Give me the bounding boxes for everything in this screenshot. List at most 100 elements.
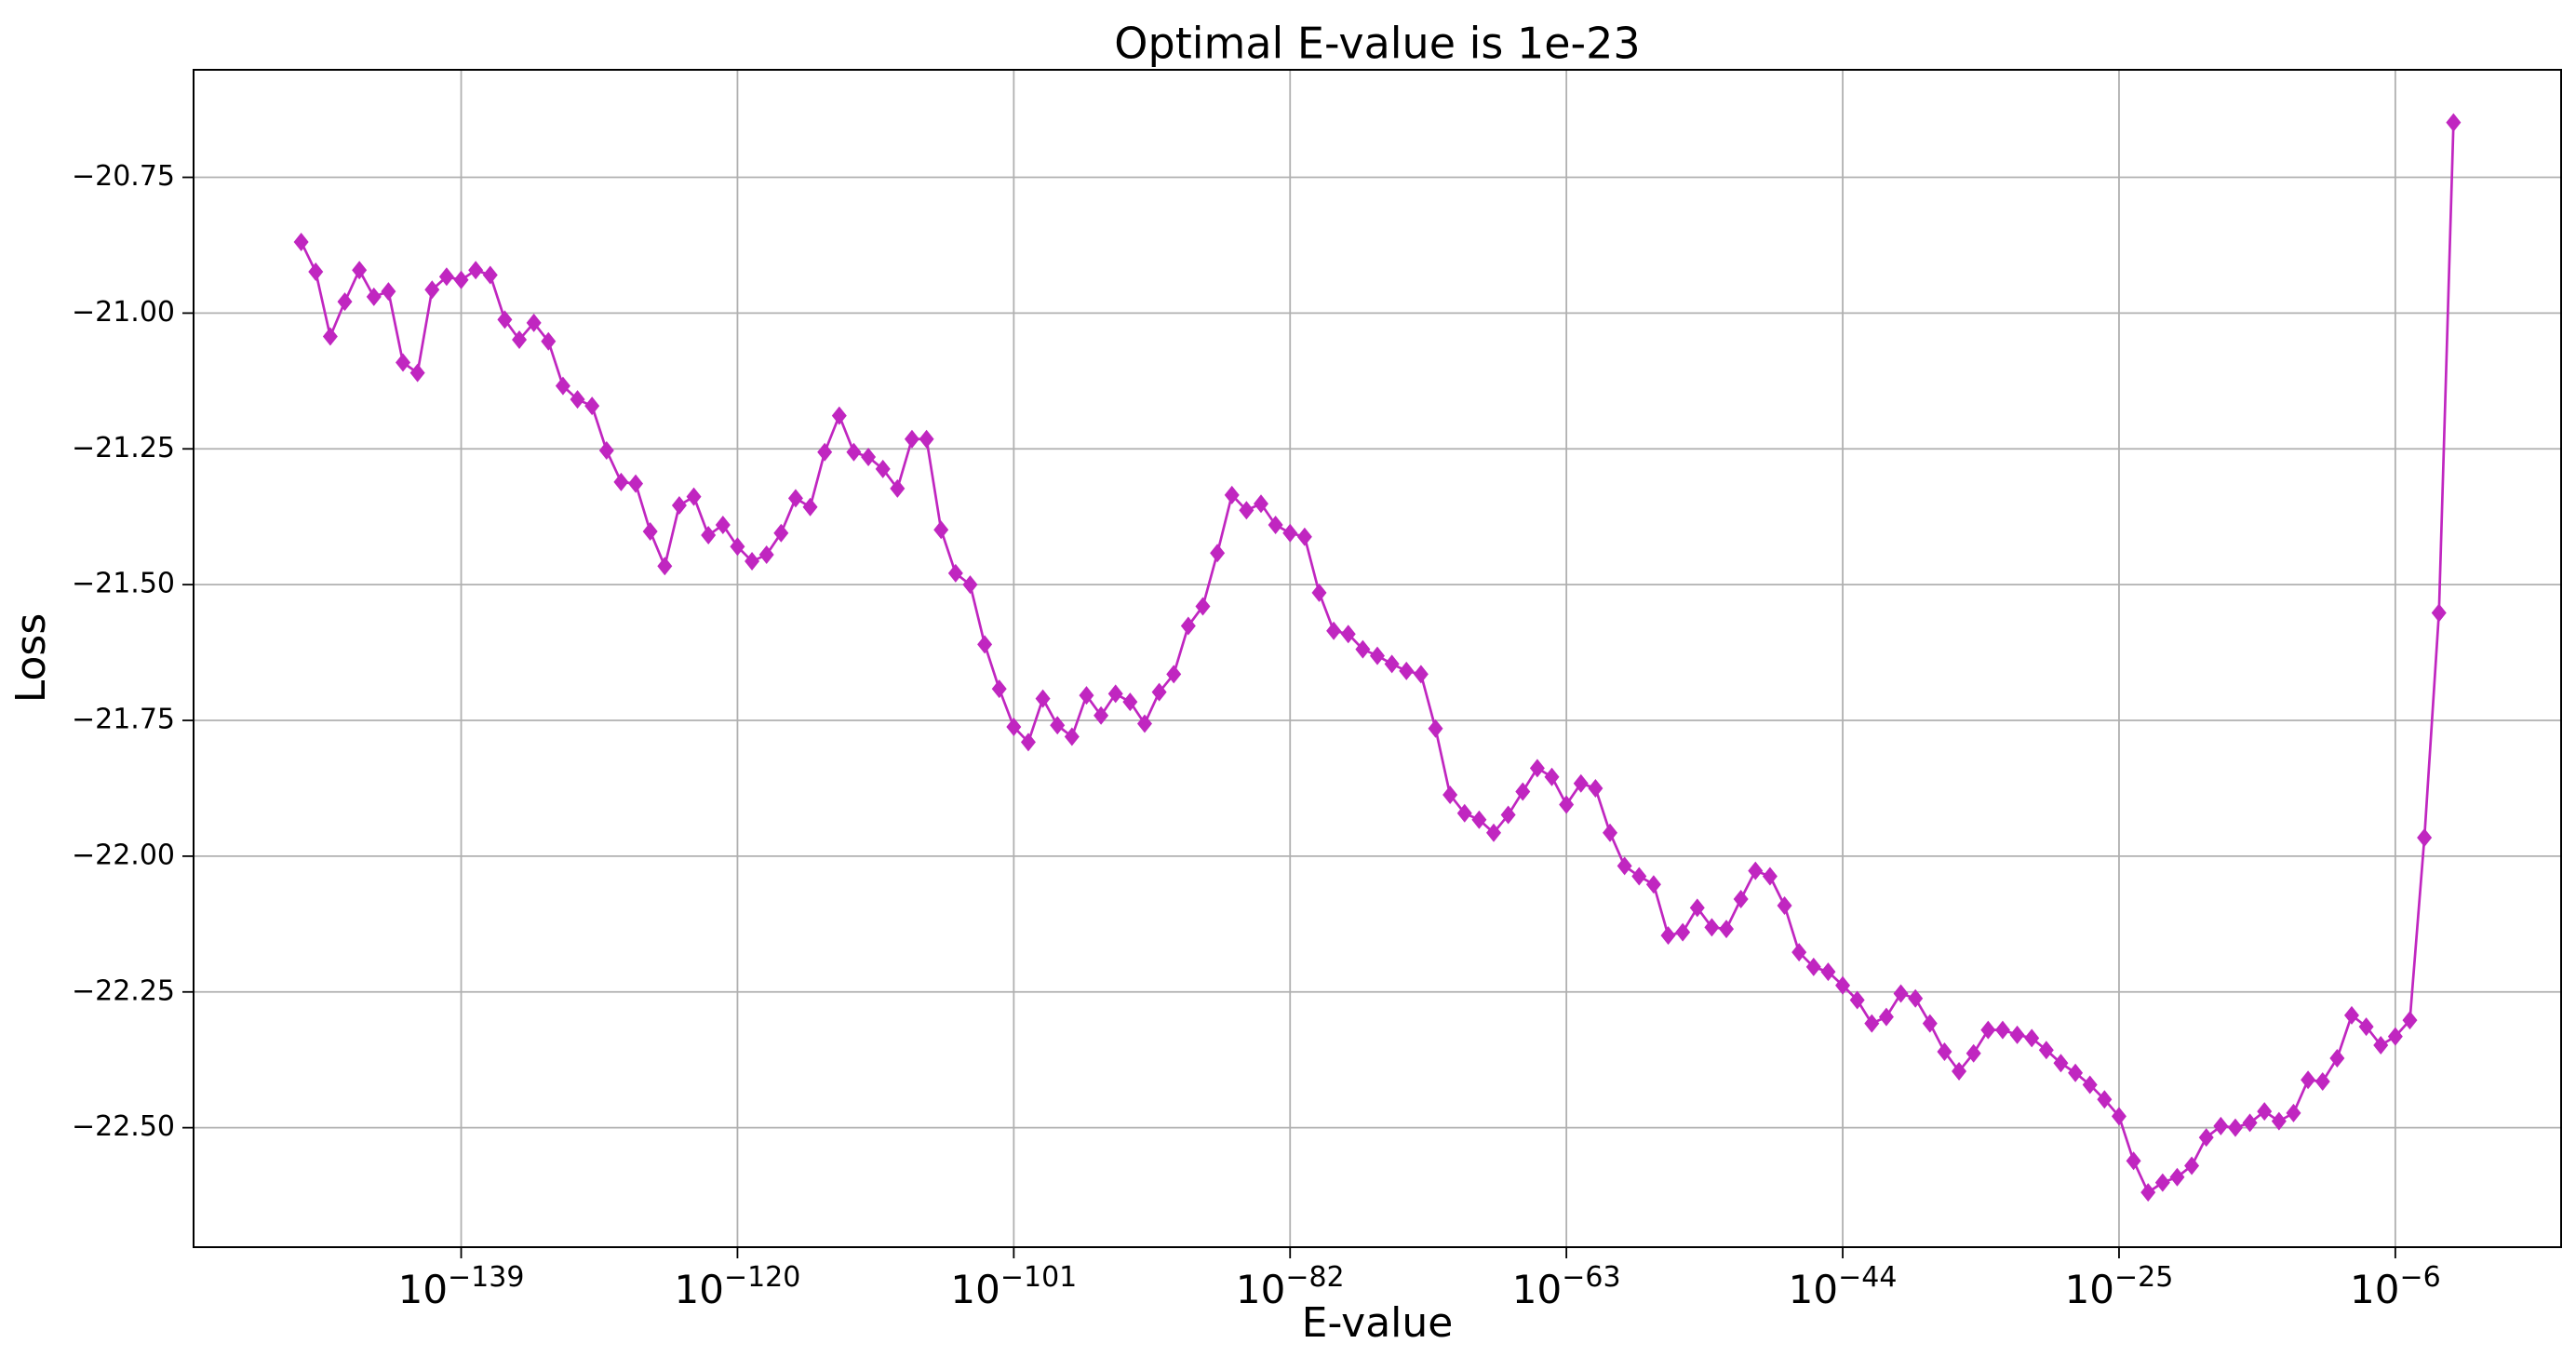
data-point: [1573, 773, 1589, 793]
data-point: [1340, 625, 1356, 644]
data-point: [2082, 1075, 2098, 1095]
data-point: [657, 557, 673, 576]
data-point: [1544, 767, 1560, 786]
data-point: [1282, 523, 1298, 543]
data-point: [1893, 984, 1909, 1003]
data-point: [1966, 1043, 1981, 1063]
data-point: [2314, 1072, 2330, 1092]
data-point: [293, 232, 309, 251]
y-axis-label: Loss: [7, 613, 55, 704]
data-point: [1952, 1061, 1967, 1081]
x-tick-label: 10−120: [675, 1261, 801, 1312]
x-tick-base: 10: [675, 1267, 724, 1312]
x-tick-exponent: −120: [724, 1261, 800, 1294]
data-point: [2184, 1156, 2200, 1176]
data-point: [2038, 1041, 2054, 1060]
data-point: [1980, 1020, 1996, 1040]
data-point: [962, 575, 978, 595]
data-point: [2053, 1054, 2069, 1073]
x-tick-label: 10−25: [2065, 1261, 2174, 1312]
data-point: [1428, 719, 1443, 738]
data-point: [1370, 646, 1386, 665]
data-point: [1849, 990, 1865, 1010]
data-point: [831, 406, 847, 425]
data-point: [1210, 544, 1226, 563]
data-point: [1922, 1014, 1938, 1033]
data-point: [555, 376, 570, 396]
y-tick-label: −21.50: [72, 568, 175, 600]
x-tick-label: 10−139: [398, 1261, 525, 1312]
data-point: [1719, 920, 1735, 939]
data-point: [1500, 805, 1516, 825]
data-point: [1035, 689, 1051, 708]
data-point: [512, 329, 528, 349]
data-point: [861, 448, 877, 467]
data-point: [2417, 828, 2433, 848]
data-point: [1239, 501, 1254, 520]
data-point: [396, 353, 411, 372]
data-point: [701, 526, 717, 545]
data-point: [1994, 1020, 2010, 1040]
data-point: [1122, 692, 1138, 712]
x-tick-exponent: −82: [1285, 1261, 1344, 1294]
y-tick-label: −21.00: [72, 296, 175, 329]
data-point: [570, 390, 585, 410]
data-point: [1442, 785, 1458, 804]
data-point: [409, 363, 425, 383]
x-tick-base: 10: [1789, 1267, 1838, 1312]
data-point: [1820, 962, 1836, 982]
data-point: [1107, 684, 1123, 704]
data-point: [1835, 975, 1851, 995]
data-point: [1603, 823, 1618, 842]
data-point: [2169, 1167, 2185, 1187]
x-tick-base: 10: [1512, 1267, 1562, 1312]
data-point: [2402, 1011, 2418, 1030]
data-point: [671, 495, 687, 515]
data-point: [802, 497, 818, 517]
data-point: [2271, 1111, 2287, 1131]
x-tick-exponent: −101: [1000, 1261, 1077, 1294]
data-point: [1675, 922, 1691, 942]
data-point: [1617, 856, 1632, 876]
data-point: [2140, 1183, 2156, 1202]
data-point: [2343, 1005, 2359, 1025]
data-point: [337, 292, 353, 312]
data-point: [904, 429, 919, 449]
data-point: [584, 396, 600, 416]
data-point: [1180, 616, 1196, 636]
y-tick-label: −22.25: [72, 974, 175, 1007]
data-point: [1486, 823, 1502, 842]
data-point: [1093, 705, 1109, 725]
data-point: [1151, 682, 1167, 702]
data-point: [1050, 716, 1066, 735]
data-point: [730, 537, 745, 557]
y-tick-label: −21.75: [72, 704, 175, 736]
data-point: [2154, 1173, 2170, 1192]
y-tick-label: −22.00: [72, 839, 175, 871]
data-point: [1020, 732, 1036, 752]
data-point: [1195, 597, 1211, 616]
data-point: [1224, 485, 1240, 504]
data-point: [1515, 782, 1531, 801]
data-point: [308, 262, 324, 282]
data-point: [2227, 1118, 2243, 1137]
x-tick-base: 10: [950, 1267, 1000, 1312]
data-point: [468, 261, 484, 280]
data-point: [1355, 639, 1371, 659]
x-tick-label: 10−44: [1789, 1261, 1898, 1312]
data-point: [715, 515, 731, 534]
x-tick-base: 10: [2065, 1267, 2114, 1312]
data-point: [2198, 1128, 2214, 1148]
x-tick-exponent: −44: [1838, 1261, 1897, 1294]
data-point: [1166, 665, 1182, 684]
data-point: [1689, 898, 1705, 918]
data-point: [482, 265, 498, 285]
data-point: [2126, 1151, 2141, 1171]
x-tick-exponent: −6: [2399, 1261, 2440, 1294]
data-point: [1559, 795, 1575, 814]
data-point: [1136, 714, 1152, 733]
data-point: [613, 472, 629, 491]
data-point: [1864, 1014, 1880, 1033]
